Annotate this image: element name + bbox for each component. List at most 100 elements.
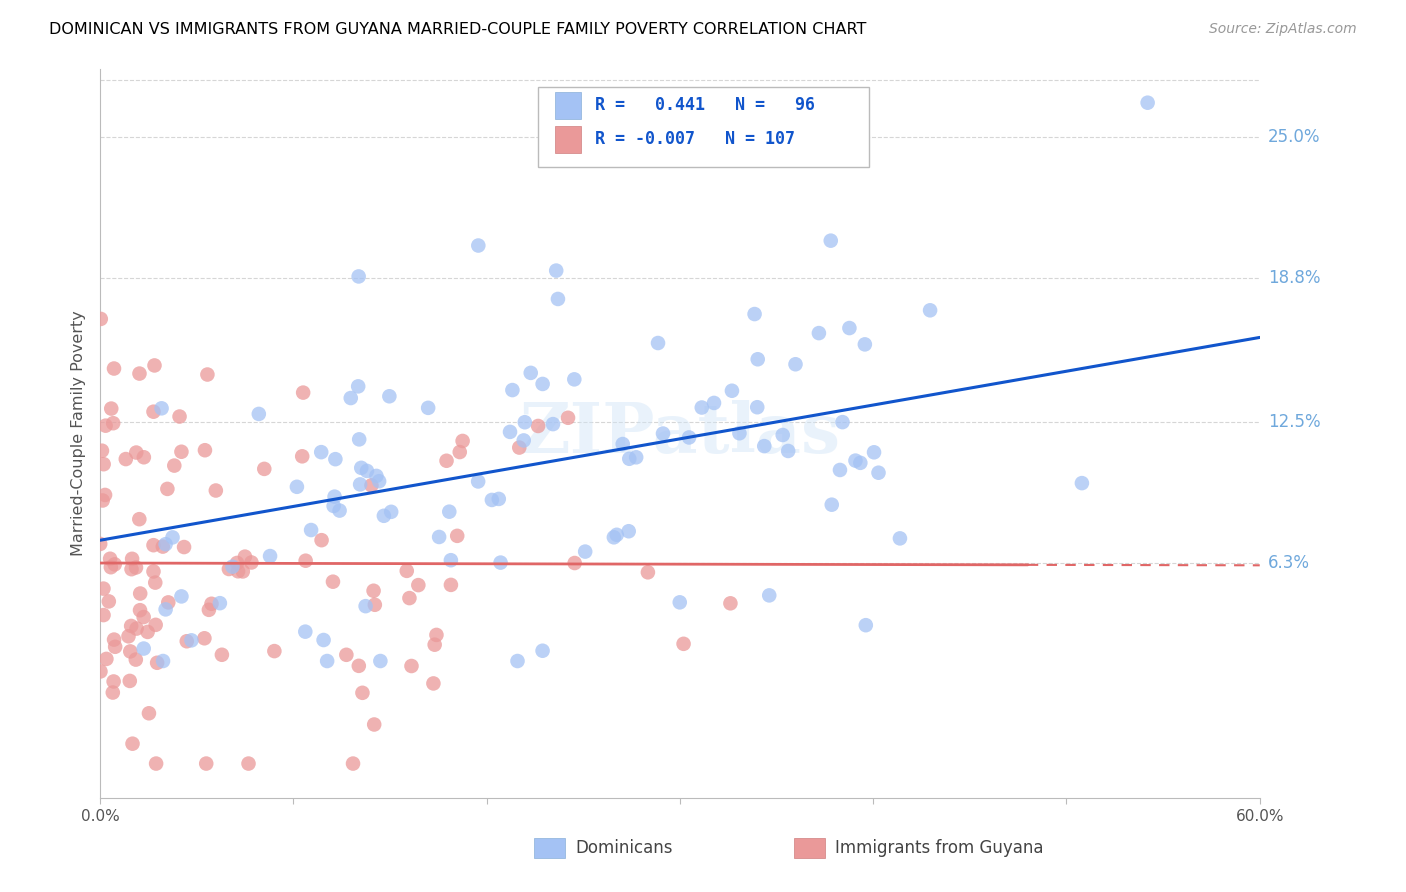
Point — [132, 450, 155, 465]
Point — [120, 644, 142, 658]
Point — [366, 469, 388, 483]
Point — [89, 537, 111, 551]
Point — [721, 384, 744, 398]
Point — [169, 409, 191, 424]
Point — [440, 578, 463, 592]
Point — [637, 566, 659, 580]
Point — [226, 564, 249, 578]
Point — [132, 641, 155, 656]
Point — [747, 352, 769, 367]
Point — [152, 540, 174, 554]
Point — [728, 426, 751, 441]
Point — [208, 596, 231, 610]
Point — [821, 498, 844, 512]
Point — [311, 533, 333, 548]
Point — [349, 477, 371, 491]
Point — [129, 586, 152, 600]
Point — [541, 417, 564, 431]
Point — [557, 410, 579, 425]
Point — [512, 434, 534, 448]
Text: DOMINICAN VS IMMIGRANTS FROM GUYANA MARRIED-COUPLE FAMILY POVERTY CORRELATION CH: DOMINICAN VS IMMIGRANTS FROM GUYANA MARR… — [49, 22, 866, 37]
Point — [652, 426, 675, 441]
Point — [439, 505, 461, 519]
Point — [299, 523, 322, 537]
Point — [205, 483, 228, 498]
Point — [100, 560, 122, 574]
Point — [155, 602, 177, 616]
Point — [125, 560, 148, 574]
Text: Immigrants from Guyana: Immigrants from Guyana — [835, 839, 1043, 857]
Point — [347, 433, 370, 447]
Point — [253, 462, 276, 476]
Point — [150, 401, 173, 416]
Point — [546, 263, 568, 277]
Point — [176, 634, 198, 648]
Point — [294, 554, 316, 568]
Point — [294, 624, 316, 639]
Point — [547, 292, 569, 306]
Point — [117, 629, 139, 643]
Point — [145, 617, 167, 632]
Point — [785, 357, 807, 371]
Point — [142, 405, 165, 419]
Point — [94, 418, 117, 433]
Point — [323, 490, 346, 504]
Point — [121, 737, 143, 751]
Point — [519, 366, 541, 380]
Point — [720, 596, 742, 610]
Point — [481, 492, 503, 507]
Point — [145, 756, 167, 771]
Point — [101, 416, 124, 430]
Point — [562, 372, 585, 386]
Point — [425, 628, 447, 642]
Point — [292, 385, 315, 400]
Point — [678, 430, 700, 444]
Point — [1136, 95, 1159, 110]
Text: 25.0%: 25.0% — [1268, 128, 1320, 146]
Point — [527, 419, 550, 434]
Text: R =   0.441   N =   96: R = 0.441 N = 96 — [595, 96, 814, 114]
Point — [363, 717, 385, 731]
Point — [368, 474, 391, 488]
Point — [233, 549, 256, 564]
Point — [844, 453, 866, 467]
Point — [501, 383, 523, 397]
Point — [373, 508, 395, 523]
Point — [807, 326, 830, 340]
Point — [356, 464, 378, 478]
Text: 60.0%: 60.0% — [1236, 809, 1284, 824]
Point — [142, 538, 165, 552]
Point — [467, 475, 489, 489]
Point — [121, 551, 143, 566]
Point — [354, 599, 377, 614]
Point — [408, 578, 430, 592]
Point — [118, 673, 141, 688]
Point — [451, 434, 474, 448]
Point — [831, 415, 853, 429]
Point — [136, 624, 159, 639]
Point — [96, 652, 118, 666]
Point — [93, 582, 115, 596]
Point — [197, 368, 219, 382]
Point — [128, 512, 150, 526]
Point — [155, 537, 177, 551]
Text: ZIPatlas: ZIPatlas — [519, 400, 841, 467]
Text: 18.8%: 18.8% — [1268, 269, 1320, 287]
Text: Dominicans: Dominicans — [575, 839, 672, 857]
Point — [114, 452, 136, 467]
Point — [91, 443, 114, 458]
Point — [103, 674, 125, 689]
Point — [94, 488, 117, 502]
Point — [347, 269, 370, 284]
Point — [668, 595, 690, 609]
Point — [612, 437, 634, 451]
Point — [89, 665, 111, 679]
Point — [467, 238, 489, 252]
Point — [418, 401, 440, 415]
Point — [163, 458, 186, 473]
Point — [436, 454, 458, 468]
Point — [754, 439, 776, 453]
Point — [672, 637, 695, 651]
Text: 12.5%: 12.5% — [1268, 413, 1320, 431]
Point — [180, 633, 202, 648]
